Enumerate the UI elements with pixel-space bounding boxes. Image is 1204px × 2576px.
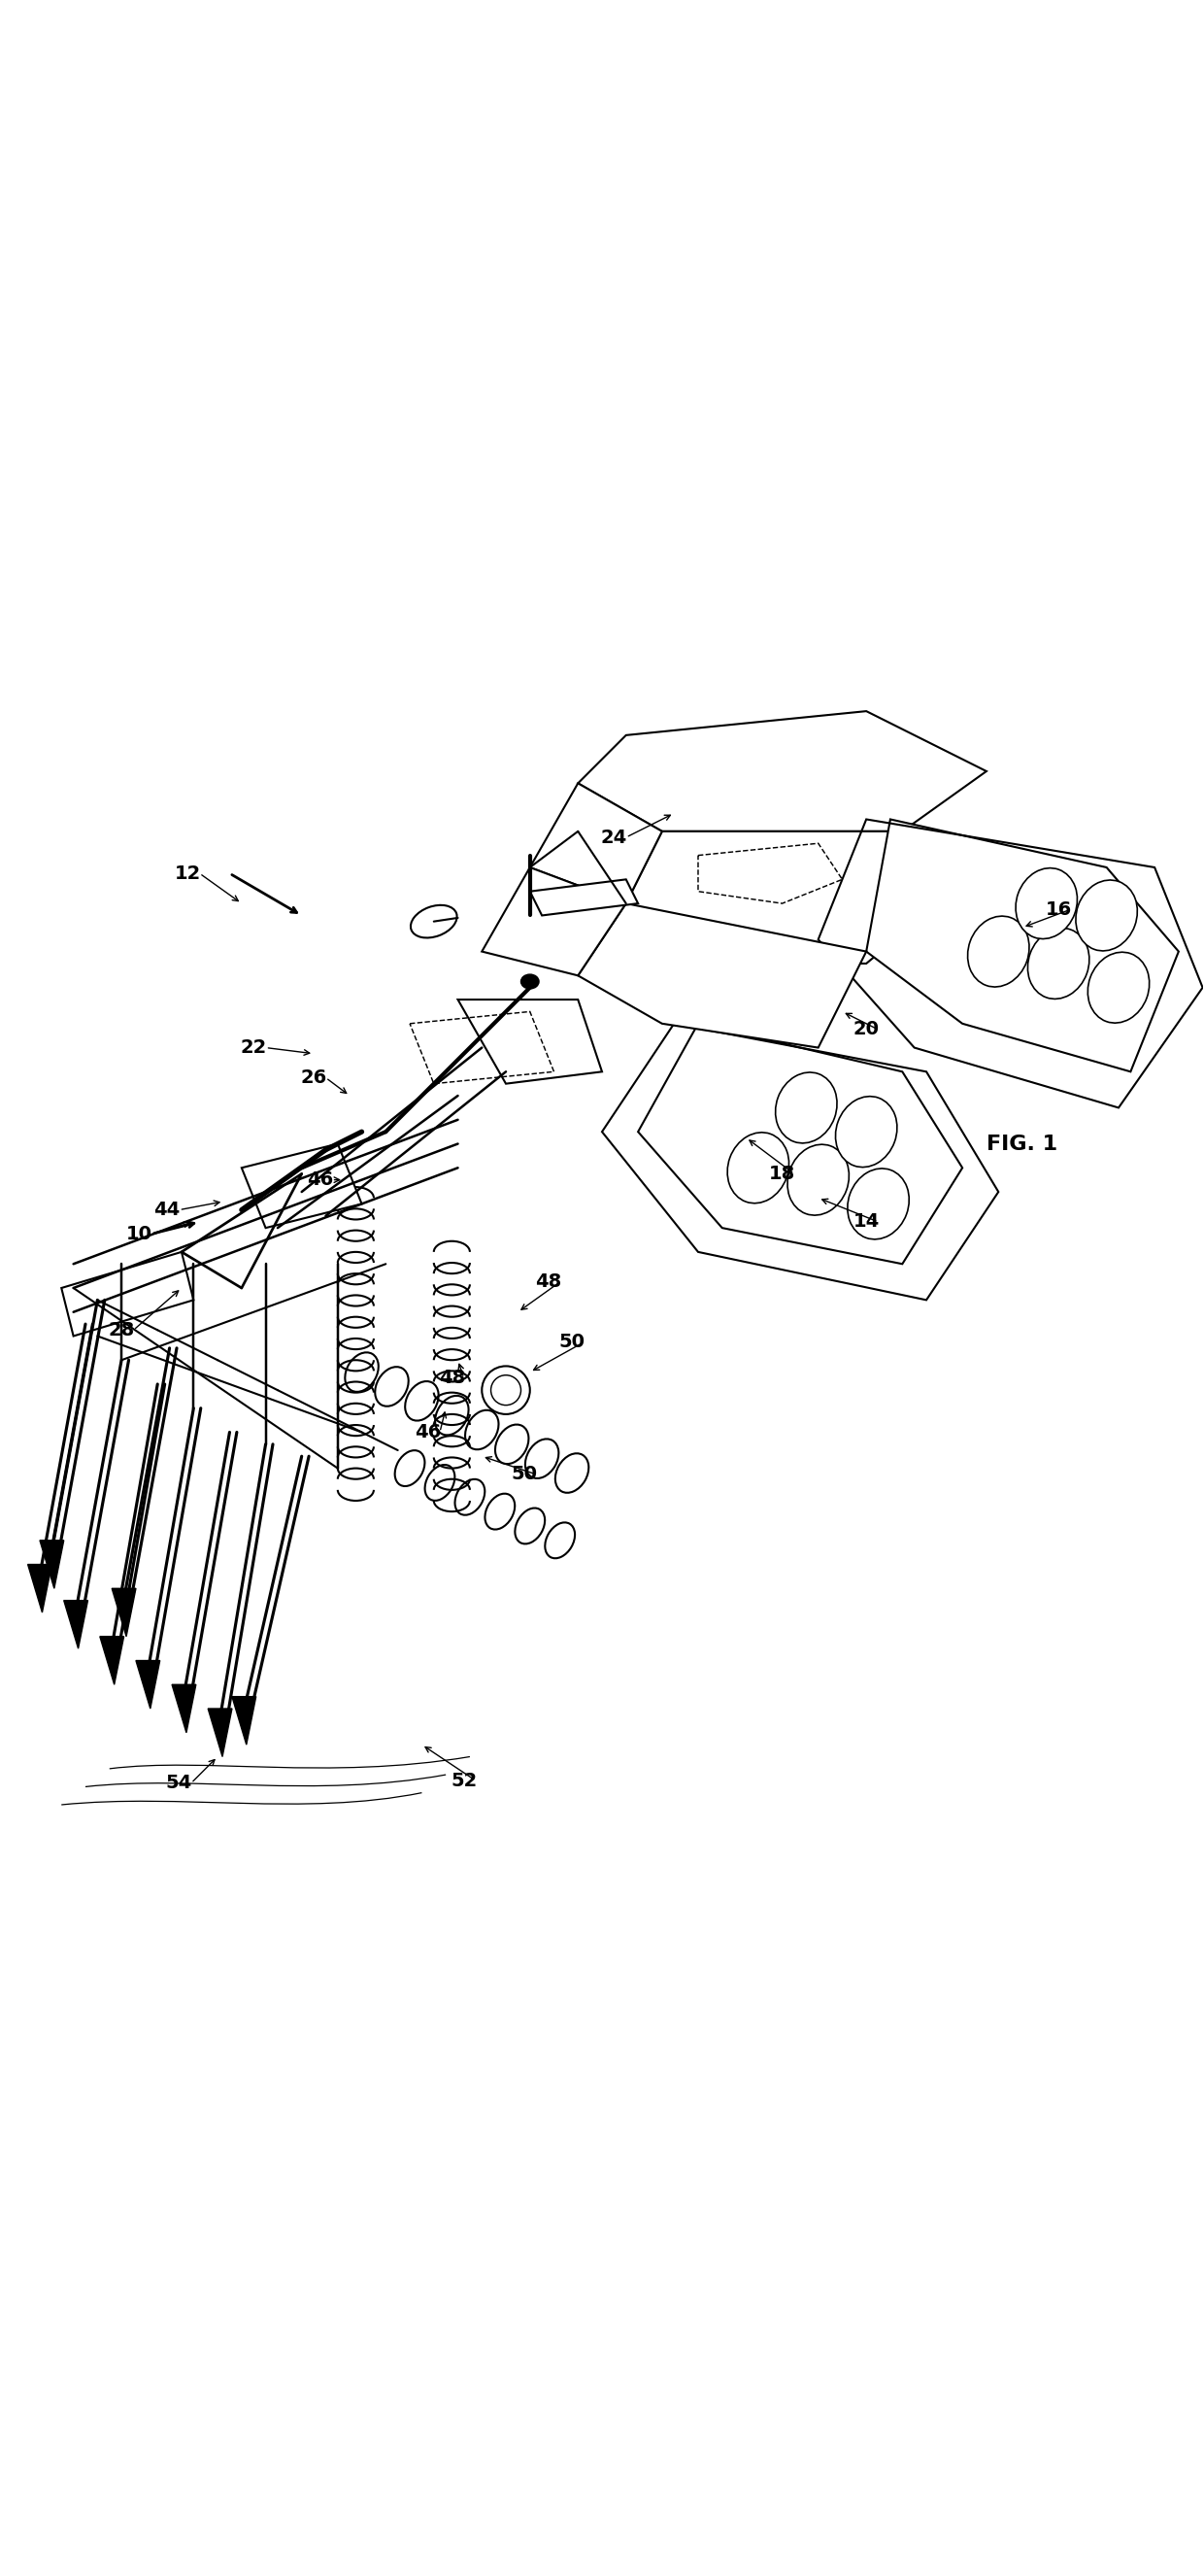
Polygon shape	[530, 783, 662, 904]
Text: 48: 48	[438, 1368, 465, 1388]
Ellipse shape	[1016, 868, 1078, 938]
Text: 16: 16	[1045, 899, 1072, 920]
Ellipse shape	[1087, 953, 1150, 1023]
Text: 48: 48	[535, 1273, 561, 1291]
Polygon shape	[28, 1564, 52, 1613]
Ellipse shape	[521, 974, 539, 989]
Text: 46: 46	[307, 1170, 334, 1190]
Polygon shape	[100, 1636, 124, 1685]
Ellipse shape	[968, 917, 1029, 987]
Polygon shape	[242, 1144, 361, 1229]
Text: 22: 22	[241, 1038, 267, 1056]
Polygon shape	[40, 1540, 64, 1589]
Polygon shape	[64, 1600, 88, 1649]
Polygon shape	[482, 868, 626, 976]
Polygon shape	[172, 1685, 196, 1734]
Text: 44: 44	[154, 1200, 181, 1218]
Polygon shape	[578, 711, 986, 832]
Polygon shape	[867, 819, 1179, 1072]
Text: 18: 18	[769, 1164, 796, 1182]
Ellipse shape	[293, 1162, 311, 1175]
Polygon shape	[578, 904, 867, 1048]
Ellipse shape	[836, 1097, 897, 1167]
Text: 50: 50	[510, 1466, 537, 1484]
Polygon shape	[208, 1708, 232, 1757]
Ellipse shape	[1028, 927, 1090, 999]
Polygon shape	[638, 1023, 962, 1265]
Ellipse shape	[787, 1144, 849, 1216]
Polygon shape	[61, 1252, 194, 1337]
Polygon shape	[626, 832, 938, 963]
Text: 46: 46	[414, 1422, 441, 1443]
Polygon shape	[232, 1698, 256, 1744]
Text: 12: 12	[175, 863, 201, 884]
Polygon shape	[136, 1662, 160, 1708]
Ellipse shape	[727, 1133, 789, 1203]
Ellipse shape	[1075, 881, 1138, 951]
Polygon shape	[112, 1589, 136, 1636]
Text: 26: 26	[301, 1069, 327, 1087]
Polygon shape	[530, 878, 638, 914]
Text: 10: 10	[126, 1224, 153, 1244]
Text: FIG. 1: FIG. 1	[987, 1133, 1058, 1154]
Text: 54: 54	[166, 1775, 193, 1793]
Ellipse shape	[775, 1072, 837, 1144]
Text: 14: 14	[854, 1213, 879, 1231]
Text: 52: 52	[450, 1772, 477, 1790]
Text: 28: 28	[108, 1321, 135, 1340]
Text: 20: 20	[854, 1020, 879, 1038]
Text: 50: 50	[559, 1332, 585, 1352]
Text: 24: 24	[601, 827, 627, 848]
Polygon shape	[458, 999, 602, 1084]
Ellipse shape	[848, 1170, 909, 1239]
